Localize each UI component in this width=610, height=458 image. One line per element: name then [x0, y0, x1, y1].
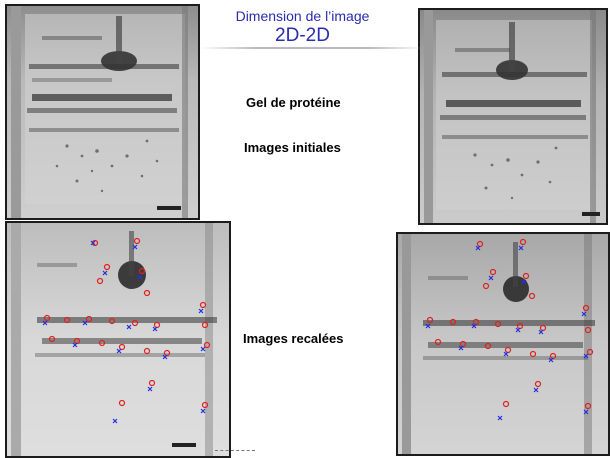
gel-image-initial-right: [418, 8, 608, 225]
label-images-initiales: Images initiales: [244, 140, 341, 155]
gel-image-registered-left: [5, 221, 231, 458]
gel-scan-registered-left: [7, 223, 229, 456]
title-line-2: 2D-2D: [275, 25, 330, 46]
gel-scan-initial-right: [420, 10, 606, 223]
title-line-1: Dimension de l’image: [235, 8, 370, 24]
gel-image-registered-right: [396, 232, 610, 456]
gel-image-initial-left: [5, 4, 200, 220]
gel-scan-registered-right: [398, 234, 608, 454]
label-images-recalees: Images recalées: [243, 331, 344, 346]
title-underline: [200, 47, 425, 49]
footer-divider: [215, 450, 255, 451]
label-gel-de-proteine: Gel de protéine: [246, 95, 341, 110]
gel-scan-initial-left: [7, 6, 198, 218]
